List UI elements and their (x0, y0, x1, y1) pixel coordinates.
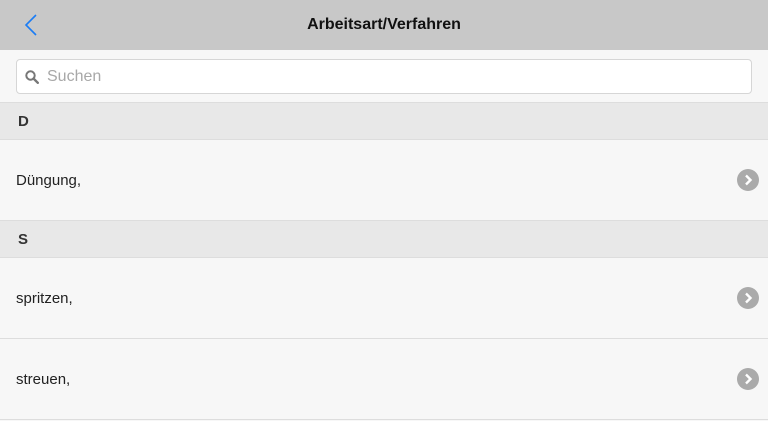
search-icon (25, 69, 39, 84)
chevron-right-icon[interactable] (737, 169, 759, 191)
nav-bar: Arbeitsart/Verfahren (0, 0, 768, 50)
list-item-label: streuen, (16, 370, 71, 388)
section-header-s: S (0, 221, 768, 258)
section-header-d: D (0, 103, 768, 140)
search-input[interactable] (47, 67, 727, 86)
back-button[interactable] (22, 13, 42, 37)
page-title: Arbeitsart/Verfahren (307, 16, 461, 33)
list-item-label: Düngung, (16, 171, 82, 189)
list-item[interactable]: spritzen, (0, 258, 768, 339)
list-item-label: spritzen, (16, 289, 73, 307)
list-item[interactable]: Düngung, (0, 140, 768, 221)
chevron-left-icon (24, 14, 37, 36)
search-bar (0, 50, 768, 103)
chevron-right-icon[interactable] (737, 287, 759, 309)
chevron-right-icon[interactable] (737, 368, 759, 390)
search-field[interactable] (16, 59, 752, 94)
list-item[interactable]: streuen, (0, 339, 768, 420)
